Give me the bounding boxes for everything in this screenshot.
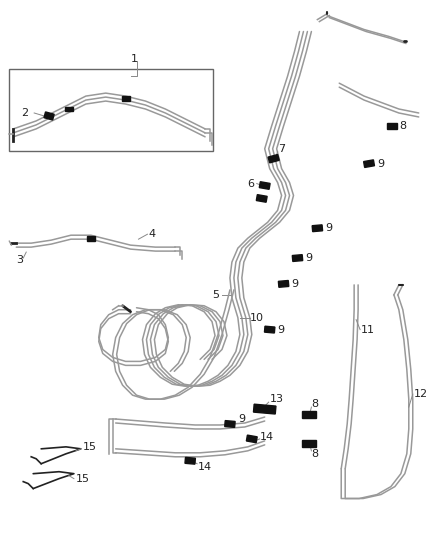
Text: 15: 15 <box>76 474 90 483</box>
Bar <box>303 410 316 417</box>
Bar <box>254 404 276 414</box>
Text: 14: 14 <box>198 462 212 472</box>
Bar <box>268 155 279 163</box>
Text: 10: 10 <box>250 313 264 322</box>
Bar <box>265 326 275 333</box>
Bar <box>256 195 267 202</box>
Bar <box>44 112 54 120</box>
Bar <box>65 107 73 111</box>
Text: 15: 15 <box>83 442 97 452</box>
Text: 9: 9 <box>238 414 245 424</box>
Bar <box>279 280 289 287</box>
Bar <box>122 95 130 101</box>
Bar <box>312 225 322 232</box>
Bar <box>259 182 270 189</box>
Bar <box>387 123 397 129</box>
Bar <box>185 457 195 464</box>
Text: 8: 8 <box>311 449 318 459</box>
Bar <box>292 255 303 262</box>
Bar <box>303 440 316 447</box>
Text: 9: 9 <box>305 253 313 263</box>
Text: 8: 8 <box>399 121 406 131</box>
Text: 9: 9 <box>292 279 299 289</box>
Text: 11: 11 <box>361 325 375 335</box>
Text: 13: 13 <box>270 394 284 404</box>
Bar <box>364 160 374 167</box>
Text: 7: 7 <box>278 144 285 154</box>
Text: 4: 4 <box>148 229 155 239</box>
Text: 3: 3 <box>16 255 23 265</box>
Bar <box>225 421 235 427</box>
Text: 12: 12 <box>414 389 428 399</box>
Bar <box>247 435 257 443</box>
Text: 5: 5 <box>212 290 219 300</box>
Text: 9: 9 <box>325 223 332 233</box>
Text: 6: 6 <box>247 179 254 189</box>
Text: 9: 9 <box>377 159 384 168</box>
Text: 8: 8 <box>311 399 318 409</box>
Text: 1: 1 <box>131 54 138 64</box>
Text: 9: 9 <box>278 325 285 335</box>
Text: 14: 14 <box>260 432 274 442</box>
Bar <box>9 69 213 151</box>
Bar <box>87 236 95 241</box>
Text: 2: 2 <box>21 108 28 118</box>
